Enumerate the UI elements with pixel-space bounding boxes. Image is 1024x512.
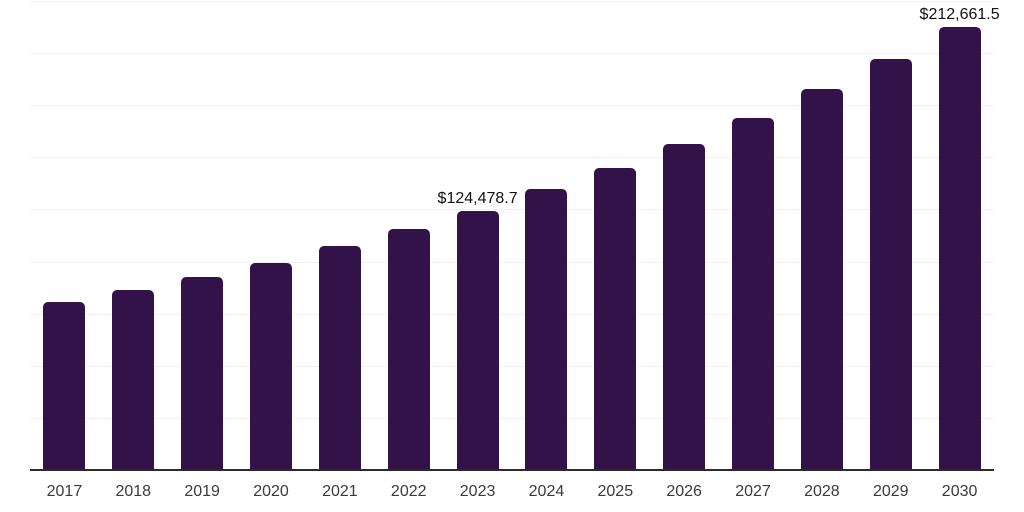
plot-area: $124,478.7 $212,661.5 <box>30 1 1000 470</box>
bar-slot-2018 <box>99 1 168 470</box>
data-label-2030: $212,661.5 <box>919 5 1000 23</box>
gridline <box>30 157 994 159</box>
gridline <box>30 105 994 107</box>
x-tick-2022: 2022 <box>390 483 427 500</box>
bar-2021 <box>318 245 361 470</box>
bar-slot-2023: $124,478.7 <box>438 1 518 470</box>
bar-slot-2021 <box>305 1 374 470</box>
bar-slot-2022 <box>374 1 443 470</box>
bar-2030 <box>938 26 981 470</box>
x-axis-tick-labels: 2017 2018 2019 2020 2021 2022 2023 2024 2025 2026… <box>30 484 994 500</box>
x-tick-2028: 2028 <box>804 483 840 500</box>
bar-slot-2028 <box>787 1 856 470</box>
bar-2019 <box>181 277 224 470</box>
bar-2023 <box>456 210 499 470</box>
data-label-2023: $124,478.7 <box>437 189 518 207</box>
x-tick-2027: 2027 <box>735 483 771 500</box>
bar-slot-2024 <box>512 1 581 470</box>
bar-2026 <box>663 144 706 470</box>
bar-2027 <box>732 117 775 470</box>
x-tick-2024: 2024 <box>528 483 565 500</box>
bar-2017 <box>43 302 86 470</box>
x-axis-line <box>30 469 994 471</box>
x-tick-2023: 2023 <box>459 483 496 500</box>
bar-slot-2025 <box>581 1 650 470</box>
bar-slot-2027 <box>719 1 788 470</box>
gridline <box>30 261 994 263</box>
x-tick-2025: 2025 <box>597 483 634 500</box>
gridline <box>30 365 994 367</box>
bar-slot-2030: $212,661.5 <box>920 1 1000 470</box>
bar-slot-2019 <box>168 1 237 470</box>
bar-2028 <box>800 89 843 470</box>
bar-slot-2017 <box>30 1 99 470</box>
gridline <box>30 53 994 55</box>
bar-2025 <box>594 168 637 470</box>
gridline <box>30 1 994 2</box>
bar-2029 <box>869 58 912 470</box>
x-tick-2020: 2020 <box>253 483 289 500</box>
bar-2018 <box>112 289 155 470</box>
bars-row: $124,478.7 $212,661.5 <box>30 1 1000 470</box>
x-tick-2030: 2030 <box>941 483 978 500</box>
gridline <box>30 417 994 419</box>
bar-slot-2029 <box>856 1 925 470</box>
bar-slot-2020 <box>237 1 306 470</box>
bar-2020 <box>250 263 292 470</box>
x-tick-2021: 2021 <box>322 483 358 500</box>
bar-2022 <box>387 229 430 470</box>
x-tick-2029: 2029 <box>872 483 909 500</box>
x-tick-2019: 2019 <box>184 483 220 500</box>
x-tick-2017: 2017 <box>46 483 83 500</box>
gridline <box>30 209 994 211</box>
bar-2024 <box>525 189 568 470</box>
x-tick-2026: 2026 <box>666 483 702 500</box>
gridline <box>30 313 994 315</box>
bar-slot-2026 <box>650 1 719 470</box>
x-tick-2018: 2018 <box>115 483 152 500</box>
